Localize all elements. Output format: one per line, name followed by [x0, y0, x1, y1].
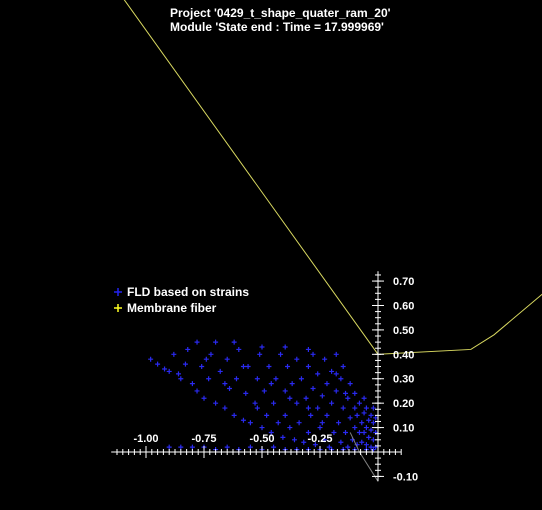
fld-chart-container: Project '0429_t_shape_quater_ram_20' Mod…	[0, 0, 542, 510]
y-tick-label: 0.70	[393, 276, 414, 288]
x-tick-label: -1.00	[133, 433, 158, 445]
legend-label: Membrane fiber	[127, 301, 217, 315]
y-tick-label: 0.20	[393, 398, 414, 410]
y-tick-label: -0.10	[393, 471, 418, 483]
x-tick-label: -0.25	[307, 433, 332, 445]
y-tick-label: 0.10	[393, 423, 414, 435]
x-tick-label: -0.50	[249, 433, 274, 445]
legend-marker	[114, 304, 122, 312]
y-tick-label: 0.40	[393, 349, 414, 361]
legend-marker	[114, 288, 122, 296]
y-tick-label: 0.50	[393, 325, 414, 337]
chart-canvas: -1.00 -0.75 -0.50 -0.25 -0.10 0.10 0.20 0.30 0.4…	[0, 0, 542, 510]
y-tick-label: 0.60	[393, 300, 414, 312]
legend-label: FLD based on strains	[127, 285, 249, 299]
y-tick-label: 0.30	[393, 374, 414, 386]
x-tick-label: -0.75	[191, 433, 216, 445]
